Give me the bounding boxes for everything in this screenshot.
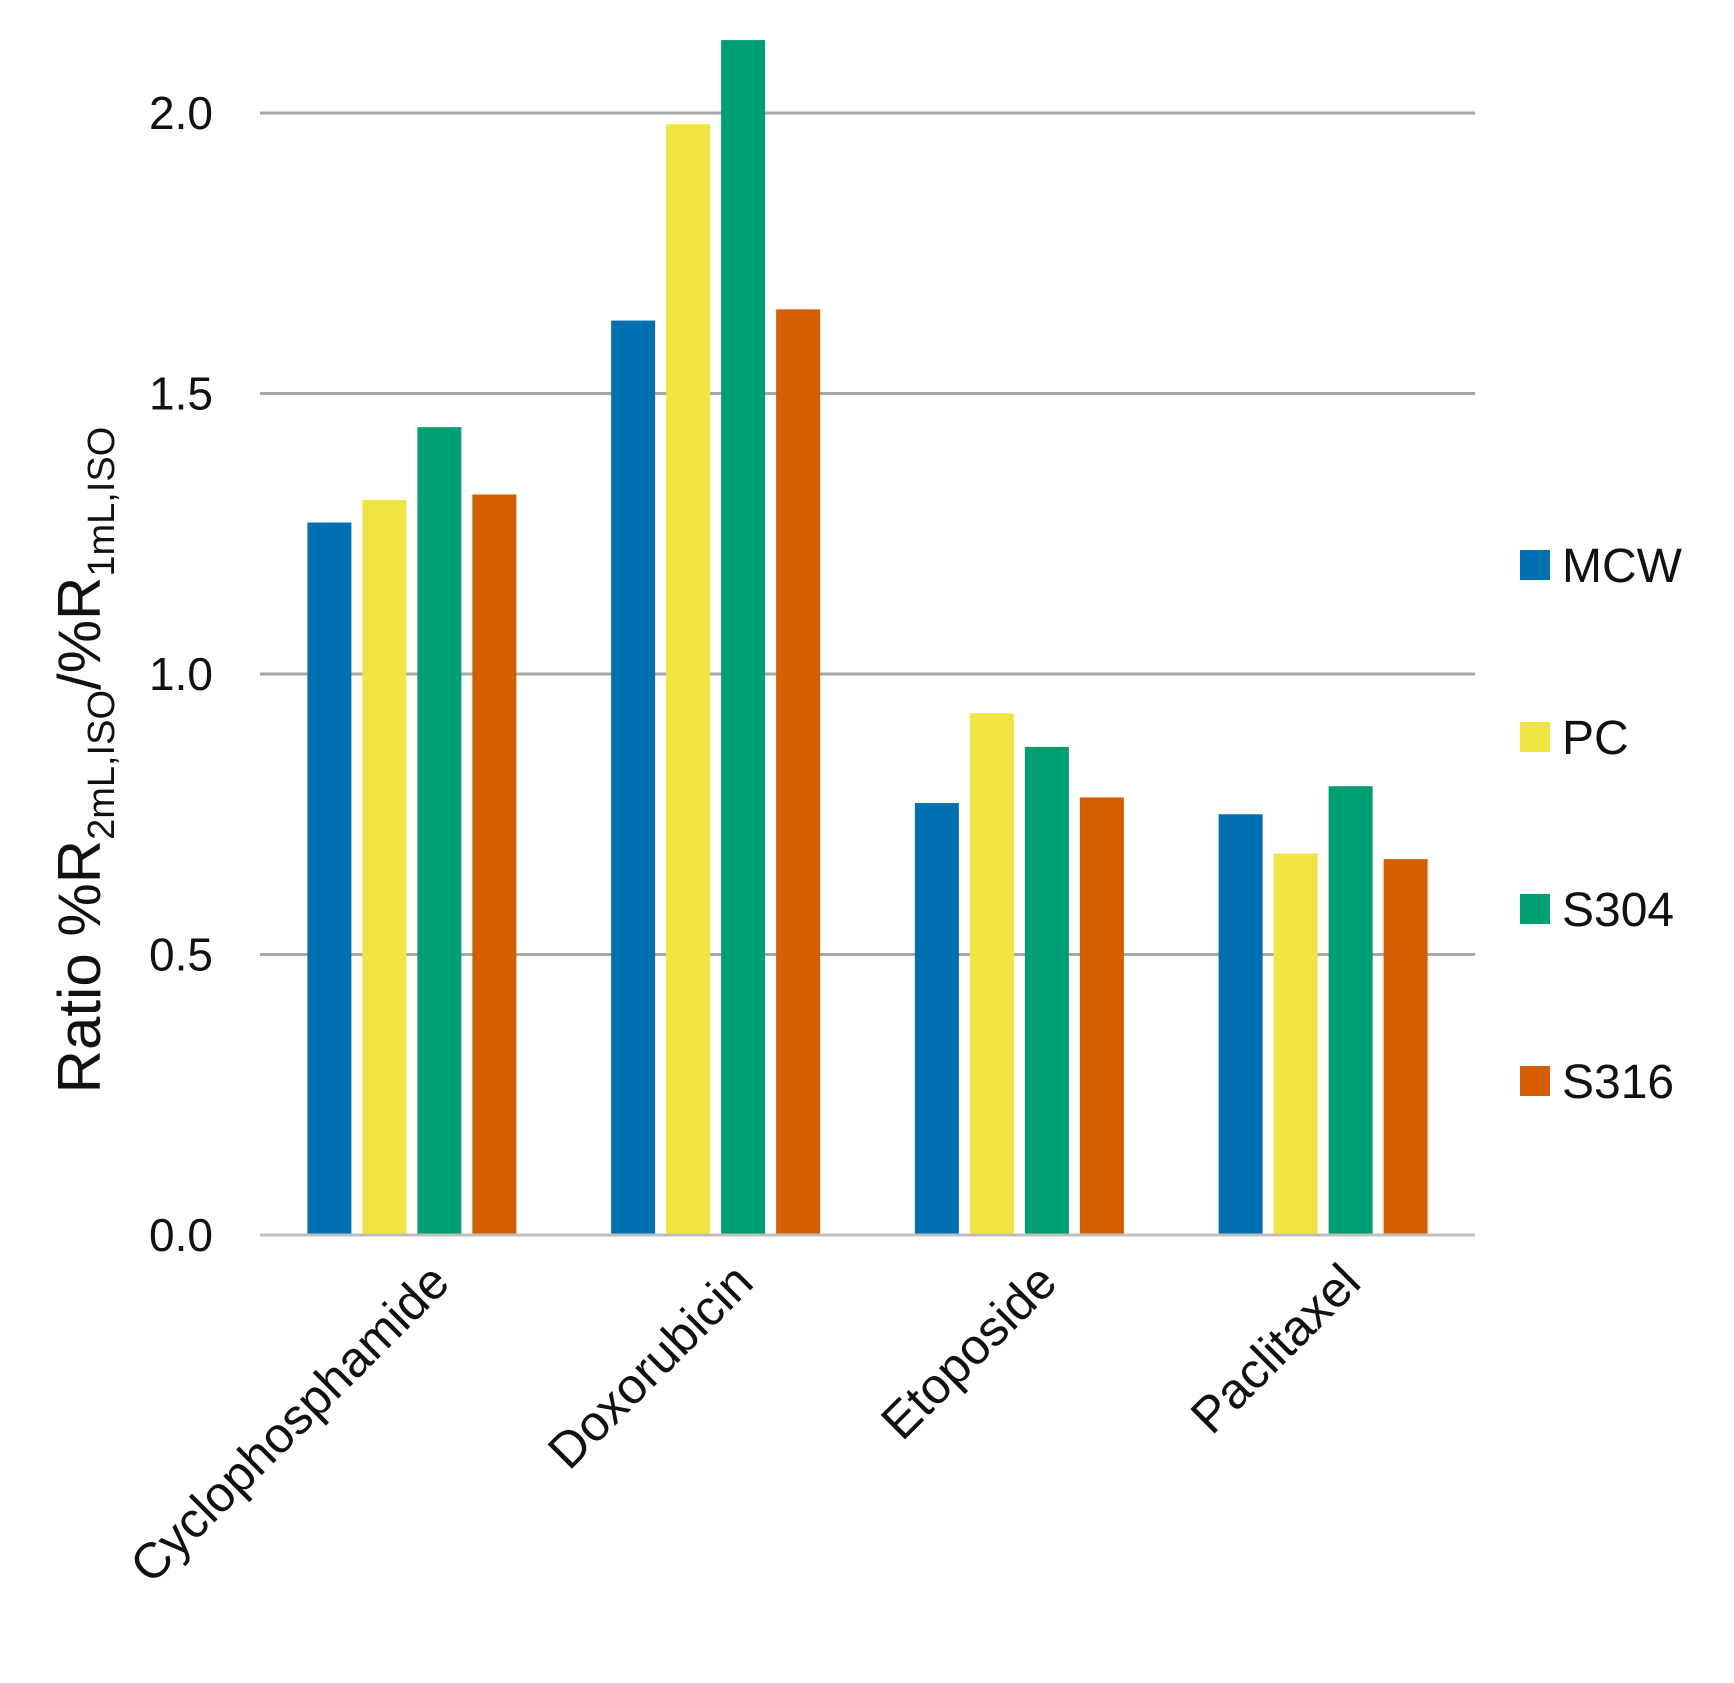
bar-mcw-etoposide [914,803,959,1235]
y-tick-label: 1.0 [149,648,213,700]
bar-s316-doxorubicin [776,309,821,1236]
y-tick-label: 0.5 [149,929,213,981]
bar-s304-cyclophosphamide [417,427,462,1235]
bars [307,40,1428,1236]
y-tick-label: 2.0 [149,87,213,139]
bar-s304-doxorubicin [721,40,766,1236]
y-tick-label: 0.0 [149,1209,213,1261]
y-axis-label-mid: /%R [46,577,113,690]
bar-mcw-paclitaxel [1218,814,1263,1235]
bar-pc-etoposide [969,713,1014,1235]
y-axis-label-prefix: Ratio %R [46,840,113,1093]
legend-label-s304: S304 [1562,884,1674,937]
bar-pc-paclitaxel [1273,853,1318,1235]
bar-s316-etoposide [1079,797,1124,1235]
legend-label-s316: S316 [1562,1056,1674,1109]
bar-pc-cyclophosphamide [362,500,407,1236]
y-tick-labels: 0.0 0.5 1.0 1.5 2.0 [149,87,213,1261]
category-label: Etoposide [870,1253,1067,1450]
category-label: Paclitaxel [1180,1253,1371,1444]
legend: MCW PC S304 S316 [1520,540,1683,1109]
y-axis-label-sub2: 1mL,ISO [81,427,123,577]
y-axis-label-sub1: 2mL,ISO [81,690,123,840]
category-label: Doxorubicin [537,1253,763,1479]
legend-label-pc: PC [1562,712,1629,765]
y-tick-label: 1.5 [149,368,213,420]
bar-s304-paclitaxel [1328,786,1373,1235]
category-labels: Cyclophosphamide Doxorubicin Etoposide Pacl… [119,1253,1371,1593]
bar-pc-doxorubicin [666,124,711,1236]
bar-s316-paclitaxel [1383,859,1428,1235]
legend-swatch-s316 [1520,1066,1550,1096]
legend-label-mcw: MCW [1562,540,1683,593]
legend-swatch-mcw [1520,550,1550,580]
bar-mcw-cyclophosphamide [307,522,352,1235]
legend-swatch-pc [1520,722,1550,752]
bar-s304-etoposide [1024,746,1069,1235]
category-label: Cyclophosphamide [119,1253,459,1593]
gridlines [260,111,1475,956]
bar-s316-cyclophosphamide [472,494,517,1236]
y-axis-label: Ratio %R2mL,ISO/%R1mL,ISO [46,427,123,1094]
bar-mcw-doxorubicin [611,320,656,1235]
legend-swatch-s304 [1520,894,1550,924]
